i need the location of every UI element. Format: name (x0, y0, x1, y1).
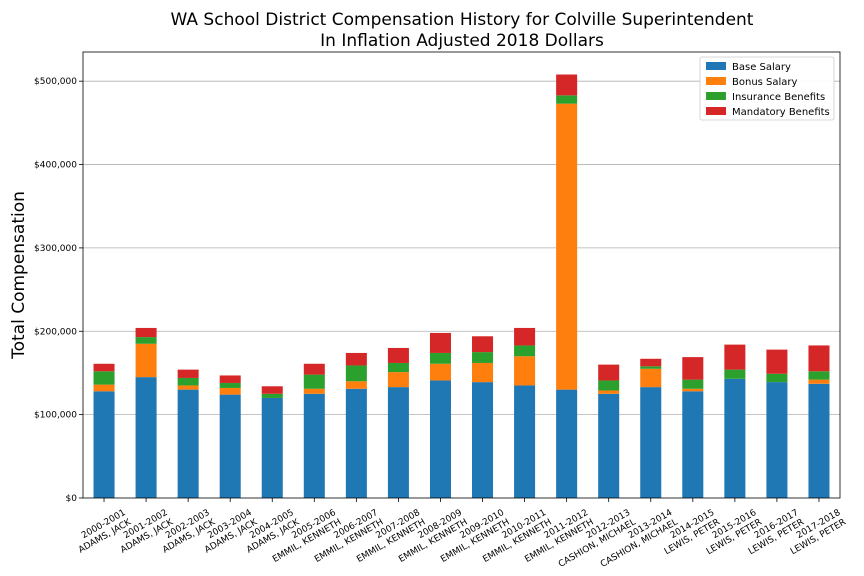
bars (93, 74, 830, 498)
bar-segment (682, 388, 704, 392)
bar-segment (808, 383, 830, 498)
bar-segment (640, 387, 662, 498)
y-axis-label: Total Compensation (9, 191, 29, 360)
bar-segment (808, 371, 830, 380)
bar-segment (177, 377, 199, 386)
bar-segment (387, 362, 409, 373)
bar-segment (93, 391, 115, 498)
bar-segment (766, 373, 788, 383)
bar-segment (177, 369, 199, 378)
bar-segment (135, 337, 157, 344)
legend: Base Salary Bonus Salary Insurance Benefit… (699, 56, 835, 121)
y-tick-label: $500,000 (34, 77, 77, 87)
bar-segment (303, 388, 325, 394)
bar-segment (303, 363, 325, 375)
bar-segment (640, 368, 662, 388)
bar-segment (261, 386, 283, 394)
bar-segment (93, 363, 115, 372)
bar-segment (345, 381, 367, 389)
bar-segment (682, 391, 704, 498)
bar-segment (219, 375, 241, 383)
bar-segment (556, 103, 578, 390)
bar-segment (472, 362, 494, 383)
bar-segment (514, 385, 536, 498)
bar-segment (808, 345, 830, 372)
bar-segment (135, 377, 157, 498)
bar-segment (472, 382, 494, 498)
bar-segment (766, 382, 788, 498)
bar-segment (598, 364, 620, 381)
bar-segment (556, 95, 578, 104)
bar-segment (261, 397, 283, 498)
y-tick-label: $300,000 (34, 244, 77, 254)
bar-segment (387, 387, 409, 498)
bar-segment (387, 372, 409, 388)
bar-segment (219, 394, 241, 498)
bar-segment (303, 374, 325, 389)
bar-segment (135, 343, 157, 378)
chart-subtitle: In Inflation Adjusted 2018 Dollars (320, 31, 604, 51)
bar-segment (514, 327, 536, 346)
bar-segment (514, 345, 536, 357)
bar-segment (429, 332, 451, 353)
legend-swatch (706, 107, 726, 115)
legend-box (699, 56, 835, 121)
bar-segment (598, 390, 620, 394)
bar-segment (724, 378, 746, 498)
bar-segment (429, 363, 451, 381)
bar-segment (429, 380, 451, 498)
legend-label: Insurance Benefits (732, 92, 825, 103)
bar-segment (219, 382, 241, 388)
bar-segment (387, 347, 409, 363)
bar-segment (345, 388, 367, 498)
bar-segment (472, 352, 494, 363)
bar-segment (598, 380, 620, 391)
bar-segment (345, 352, 367, 366)
bar-segment (724, 344, 746, 370)
bar-segment (135, 327, 157, 338)
legend-swatch (706, 62, 726, 70)
legend-label: Mandatory Benefits (732, 107, 830, 118)
bar-segment (598, 393, 620, 498)
y-tick-label: $400,000 (34, 161, 77, 171)
legend-swatch (706, 92, 726, 100)
bar-segment (556, 389, 578, 498)
legend-swatch (706, 77, 726, 85)
bar-segment (345, 365, 367, 382)
bar-segment (766, 349, 788, 374)
bar-segment (682, 379, 704, 389)
bar-segment (177, 389, 199, 498)
bar-segment (724, 369, 746, 379)
bar-segment (472, 336, 494, 353)
legend-label: Bonus Salary (732, 77, 798, 88)
bar-segment (219, 387, 241, 395)
bar-segment (93, 371, 115, 385)
gridlines (83, 80, 840, 416)
bar-segment (808, 379, 830, 384)
legend-label: Base Salary (732, 62, 791, 73)
y-tick-label: $0 (66, 494, 78, 504)
plot-frame (82, 51, 841, 499)
bar-segment (93, 384, 115, 392)
y-tick-label: $100,000 (34, 411, 77, 421)
bar-segment (429, 352, 451, 364)
chart-title: WA School District Compensation History … (171, 10, 754, 30)
y-tick-label: $200,000 (34, 327, 77, 337)
bar-segment (556, 74, 578, 96)
bar-segment (640, 366, 662, 369)
bar-segment (682, 357, 704, 380)
bar-segment (514, 356, 536, 386)
bar-segment (640, 358, 662, 367)
bar-segment (177, 385, 199, 390)
bar-segment (261, 393, 283, 398)
bar-segment (303, 393, 325, 498)
